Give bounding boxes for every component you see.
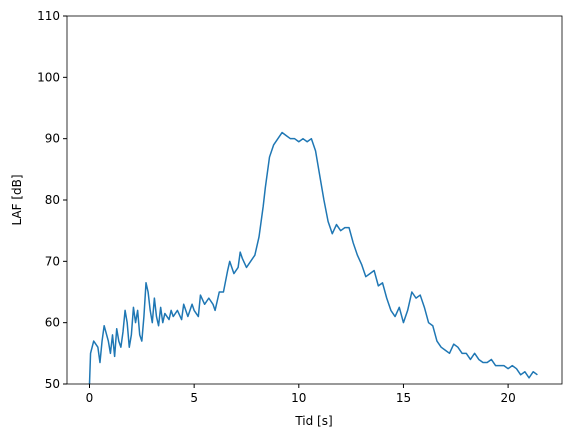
x-tick-label: 5 [190, 391, 198, 405]
y-tick-label: 100 [37, 70, 60, 84]
y-axis-label: LAF [dB] [10, 174, 24, 225]
x-tick-label: 0 [86, 391, 94, 405]
x-axis-label: Tid [s] [294, 414, 332, 428]
plot-frame [66, 15, 563, 385]
y-tick-label: 90 [45, 132, 60, 146]
x-tick-label: 20 [500, 391, 515, 405]
y-tick-label: 60 [45, 316, 60, 330]
x-tick-label: 10 [291, 391, 306, 405]
x-tick-label: 15 [396, 391, 411, 405]
y-tick-label: 110 [37, 9, 60, 23]
y-tick-label: 50 [45, 377, 60, 391]
y-tick-label: 70 [45, 254, 60, 268]
y-tick-label: 80 [45, 193, 60, 207]
data-line [88, 131, 538, 385]
